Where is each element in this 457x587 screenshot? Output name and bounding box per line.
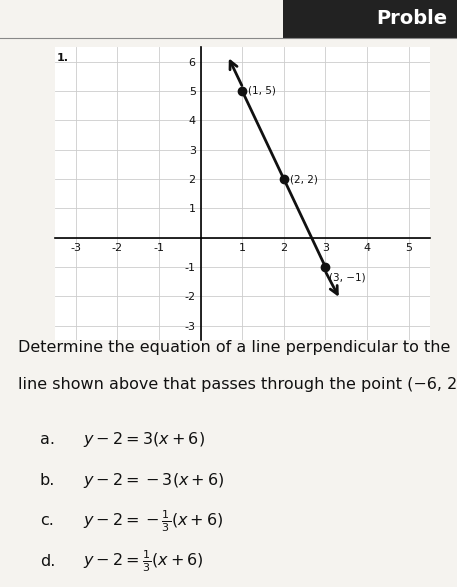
Text: $y - 2 = 3(x + 6)$: $y - 2 = 3(x + 6)$ [83, 430, 205, 450]
Text: 1.: 1. [57, 53, 69, 63]
Bar [283, 0, 457, 38]
Text: a.: a. [40, 433, 55, 447]
Text: $y - 2 = -\frac{1}{3}(x + 6)$: $y - 2 = -\frac{1}{3}(x + 6)$ [83, 508, 223, 534]
Text: c.: c. [40, 514, 53, 528]
Text: $y - 2 = \frac{1}{3}(x + 6)$: $y - 2 = \frac{1}{3}(x + 6)$ [83, 549, 204, 574]
Text: (2, 2): (2, 2) [290, 174, 318, 184]
Text: d.: d. [40, 554, 55, 569]
Text: Proble: Proble [377, 9, 448, 28]
Text: (1, 5): (1, 5) [249, 86, 276, 96]
Text: Determine the equation of a line perpendicular to the: Determine the equation of a line perpend… [18, 340, 451, 356]
Text: (3, −1): (3, −1) [329, 272, 366, 282]
Text: line shown above that passes through the point (−6, 2): line shown above that passes through the… [18, 377, 457, 392]
Text: b.: b. [40, 473, 55, 488]
Text: $y - 2 = -3(x + 6)$: $y - 2 = -3(x + 6)$ [83, 471, 224, 490]
